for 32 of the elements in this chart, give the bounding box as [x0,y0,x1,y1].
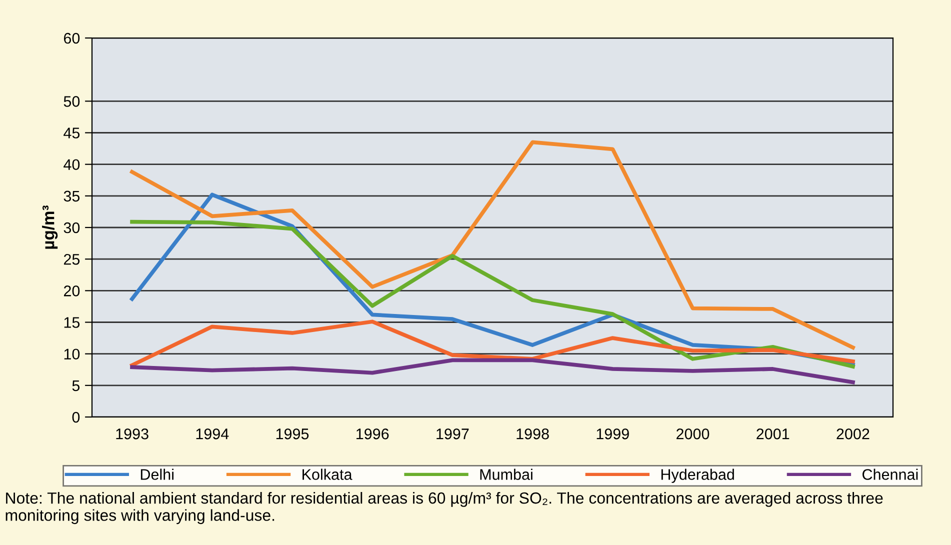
legend-label: Mumbai [480,468,532,480]
y-tick-label: 5 [72,380,80,392]
line-series [130,140,855,350]
y-tick-label: 50 [64,96,80,107]
x-tick-label: 2002 [836,428,870,440]
x-tick-label: 1996 [356,428,389,440]
x-tick-label: 1993 [116,428,148,440]
y-tick-label: 30 [64,222,80,234]
x-tick-label: 1997 [436,428,469,440]
y-tick-label: 10 [64,348,80,360]
x-tick-label: 1999 [596,428,629,440]
line-series [130,320,855,368]
x-tick-label: 1995 [276,428,309,440]
legend-label: Chennai [862,468,918,480]
y-tick-label: 60 [64,32,80,44]
y-tick-label: 20 [64,286,80,296]
y-tick-label: 0 [72,412,80,423]
x-tick-label: 1998 [516,428,549,440]
x-tick-label: 2001 [756,428,790,440]
line-series [130,358,855,384]
legend-label: Kolkata [302,468,352,480]
y-tick-label: 25 [64,254,80,265]
y-tick-label: 40 [64,159,80,170]
y-tick-label: 45 [64,128,80,138]
legend-label: Hyderabad [661,468,734,483]
y-tick-label: 35 [64,190,80,202]
x-tick-label: 1994 [196,428,229,440]
x-tick-label: 2000 [676,428,710,440]
y-axis-title: µg/m³ [42,205,58,249]
y-tick-label: 15 [64,317,80,328]
text: Note: The national ambient standard for residential areas is 60 µg/m³ for SO₂. The concentrations are averaged across three monitoring sites with varying land-use. [6,492,883,524]
legend-label: Delhi [140,468,174,480]
